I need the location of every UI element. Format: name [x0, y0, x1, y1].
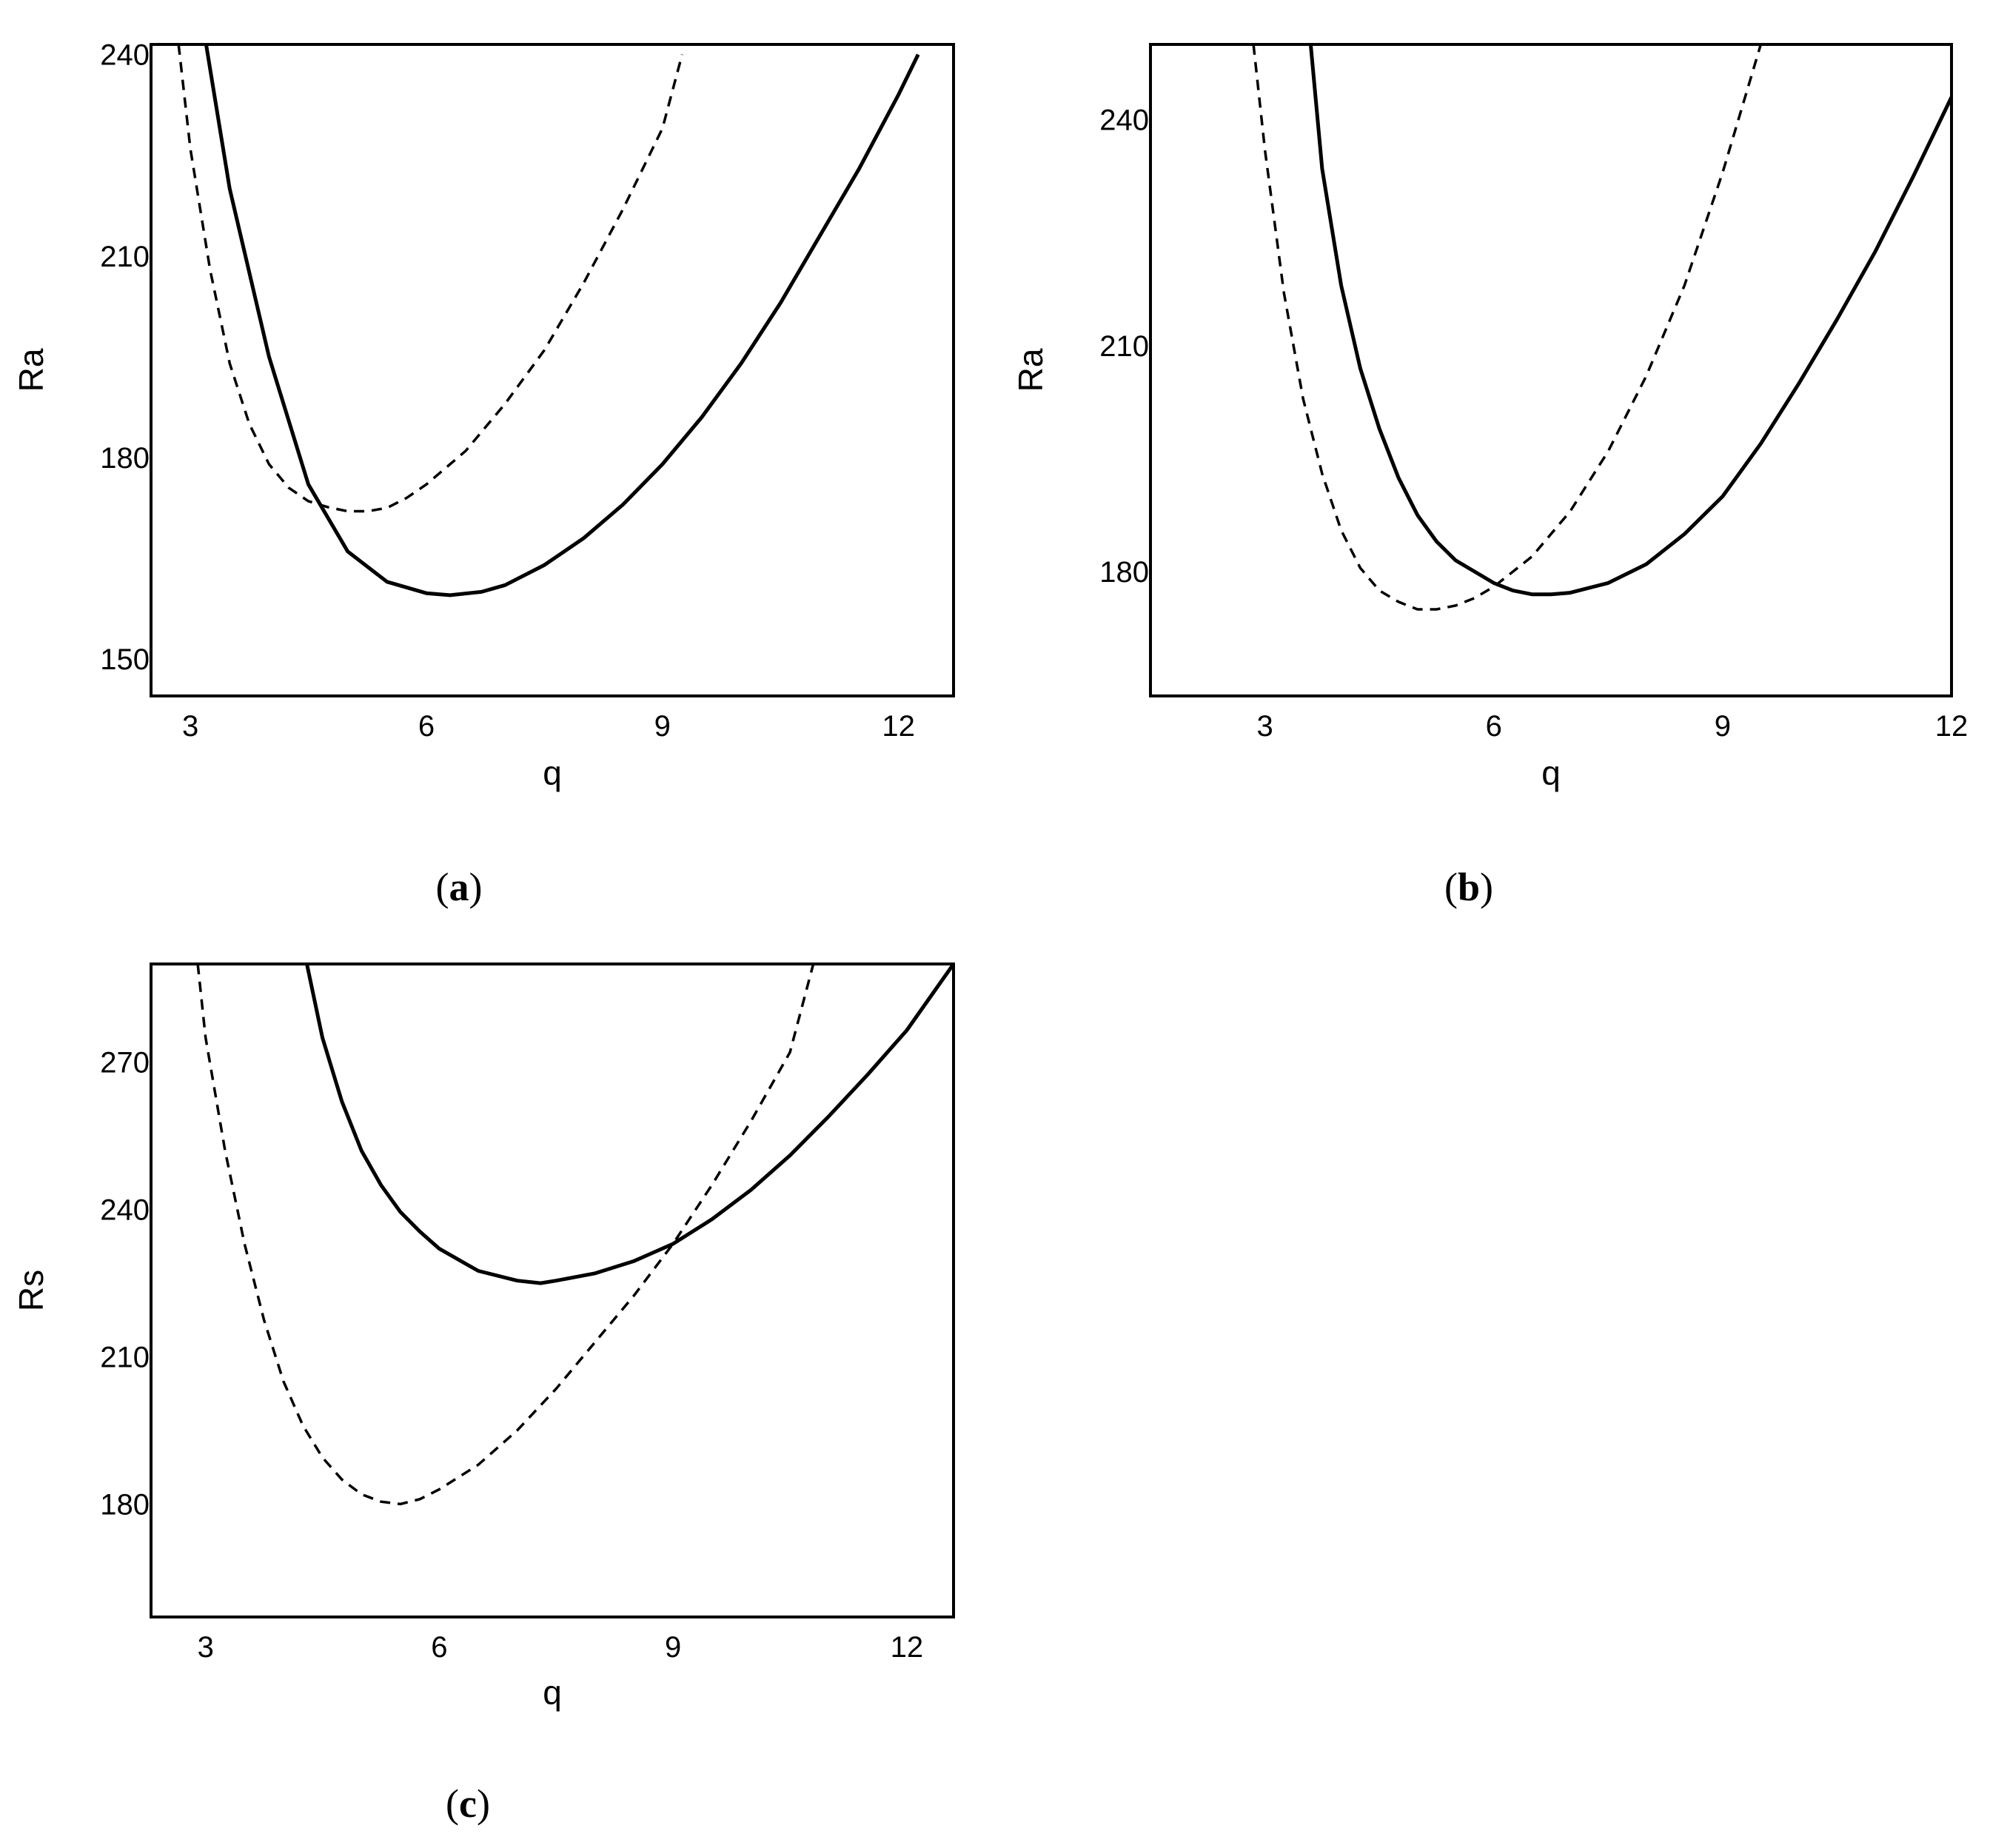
panel-b-x-tick-label: 9 [1715, 710, 1731, 743]
panel-c-y-tick-label: 210 [100, 1342, 150, 1374]
panel-b-series-solid-line [1308, 44, 1952, 597]
panel-a-y-tick-label: 180 [100, 442, 150, 475]
panel-c-series-solid-line [305, 964, 954, 1285]
panel-a-x-axis-label: q [543, 754, 562, 792]
panel-c-y-tick-label: 180 [100, 1489, 150, 1521]
panel-a-y-tick-label: 210 [100, 241, 150, 273]
caption-a: (a) [436, 865, 483, 909]
panel-c-x-tick-label: 3 [198, 1631, 214, 1664]
panel-a-plot-frame [150, 43, 955, 697]
panel-b-x-tick-label: 12 [1935, 710, 1969, 743]
panel-a-series-solid-line [204, 44, 920, 597]
panel-c-plot-frame [150, 962, 955, 1618]
panel-a-y-axis-label: Ra [12, 348, 50, 392]
panel-b-y-tick-label: 210 [1099, 330, 1149, 363]
panel-b-chart: 3 6 9 12 180 210 240 q Ra [1011, 43, 1969, 792]
panel-a-chart: 3 6 9 12 150 180 210 240 q Ra [12, 39, 955, 792]
panel-a-x-tick-label: 12 [882, 710, 915, 743]
caption-c-letter: c [459, 1781, 477, 1826]
caption-b-letter: b [1458, 865, 1480, 909]
panel-c-x-tick-label: 9 [665, 1631, 681, 1664]
panel-b-x-tick-label: 3 [1256, 710, 1273, 743]
panel-a-series-dashed-line [177, 44, 684, 513]
panel-c-y-tick-label: 270 [100, 1047, 150, 1079]
panel-c-y-axis-label: Rs [12, 1270, 50, 1311]
panel-c-x-tick-label: 12 [891, 1631, 924, 1664]
panel-b-x-tick-label: 6 [1486, 710, 1502, 743]
caption-c: (c) [446, 1781, 490, 1826]
panel-a-x-tick-label: 9 [654, 710, 671, 743]
panel-c-x-tick-label: 6 [431, 1631, 447, 1664]
panel-c-series-dashed-line [196, 964, 815, 1506]
panel-a-x-tick-label: 3 [182, 710, 198, 743]
panel-b-y-tick-label: 180 [1099, 556, 1149, 589]
panel-b-x-axis-label: q [1541, 754, 1561, 792]
panel-b-y-axis-label: Ra [1011, 348, 1050, 392]
panel-c-x-axis-label: q [543, 1673, 562, 1712]
caption-b: (b) [1444, 865, 1493, 909]
panel-c-y-tick-label: 240 [100, 1194, 150, 1227]
panel-a-y-tick-label: 240 [100, 39, 150, 72]
panel-b-series-dashed-line [1252, 44, 1763, 611]
panel-b-y-tick-label: 240 [1099, 104, 1149, 137]
panel-a-x-tick-label: 6 [418, 710, 435, 743]
panel-c-chart: 3 6 9 12 180 210 240 270 q Rs [12, 962, 955, 1712]
panel-a-y-tick-label: 150 [100, 643, 150, 676]
panel-b-plot-frame [1149, 43, 1953, 697]
caption-a-letter: a [449, 865, 469, 909]
